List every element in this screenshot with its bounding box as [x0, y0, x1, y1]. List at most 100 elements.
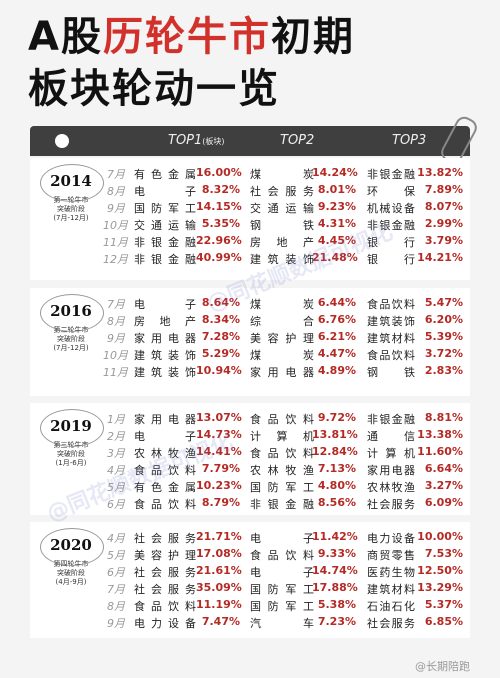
top1-sector: 非银金融: [134, 253, 196, 266]
top3-value: 13.82%: [417, 166, 463, 179]
top1-value: 7.79%: [201, 462, 240, 475]
table-row: 7月 有色金属 16.00% 煤炭 14.24% 非银金融 13.82%: [30, 166, 470, 183]
top2-value: 4.80%: [317, 479, 356, 492]
top2-value: 11.42%: [312, 530, 358, 543]
month-label: 9月: [107, 202, 125, 215]
top3-sector: 机械设备: [367, 202, 415, 215]
header-top1: TOP1(板块): [168, 133, 225, 148]
top3-value: 5.37%: [424, 598, 463, 611]
top2-value: 9.23%: [317, 200, 356, 213]
month-label: 8月: [107, 315, 125, 328]
top2-sector: 煤炭: [250, 168, 314, 181]
top1-sector: 有色金属: [134, 168, 196, 181]
top1-value: 5.29%: [201, 347, 240, 360]
top2-value: 5.38%: [317, 598, 356, 611]
top3-sector: 银行: [367, 236, 415, 249]
top2-value: 4.89%: [317, 364, 356, 377]
top3-value: 13.29%: [417, 581, 463, 594]
top3-value: 11.60%: [417, 445, 463, 458]
top2-value: 7.13%: [317, 462, 356, 475]
table-row: 7月 电子 8.64% 煤炭 6.44% 食品饮料 5.47%: [30, 296, 470, 313]
top2-sector: 建筑装饰: [250, 253, 314, 266]
top3-value: 13.38%: [417, 428, 463, 441]
top2-value: 4.31%: [317, 217, 356, 230]
top3-value: 6.85%: [424, 615, 463, 628]
top3-sector: 计算机: [367, 447, 415, 460]
table-row: 2月 电子 14.73% 计算机 13.81% 通信 13.38%: [30, 428, 470, 445]
top3-value: 7.89%: [424, 183, 463, 196]
top2-sector: 国防军工: [250, 600, 314, 613]
top3-sector: 农林牧渔: [367, 481, 415, 494]
top2-sector: 食品饮料: [250, 413, 314, 426]
top1-value: 21.61%: [196, 564, 242, 577]
title-early: 初期: [270, 14, 355, 60]
table-row: 9月 国防军工 14.15% 交通运输 9.23% 机械设备 8.07%: [30, 200, 470, 217]
top1-value: 21.71%: [196, 530, 242, 543]
top2-value: 6.44%: [317, 296, 356, 309]
top3-sector: 建筑材料: [367, 583, 415, 596]
top3-sector: 家用电器: [367, 464, 415, 477]
table-row: 9月 电力设备 7.47% 汽车 7.23% 社会服务 6.85%: [30, 615, 470, 632]
month-label: 7月: [107, 298, 125, 311]
year-label: 2014 第一轮牛市 突破阶段 (7月-12月): [40, 164, 104, 223]
table-row: 6月 食品饮料 8.79% 非银金融 8.56% 社会服务 6.09%: [30, 496, 470, 513]
top2-sector: 食品饮料: [250, 549, 314, 562]
top1-value: 40.99%: [196, 251, 242, 264]
top1-sector: 家用电器: [134, 332, 196, 345]
top2-value: 4.47%: [317, 347, 356, 360]
month-label: 8月: [107, 600, 125, 613]
top3-value: 12.50%: [417, 564, 463, 577]
year-ring-icon: [40, 164, 104, 202]
year-ring-icon: [40, 294, 104, 332]
top3-sector: 通信: [367, 430, 415, 443]
top3-sector: 建筑材料: [367, 332, 415, 345]
top2-value: 9.72%: [317, 411, 356, 424]
table-row: 3月 农林牧渔 14.41% 食品饮料 12.84% 计算机 11.60%: [30, 445, 470, 462]
table-row: 11月 非银金融 22.96% 房地产 4.45% 银行 3.79%: [30, 234, 470, 251]
top3-value: 10.00%: [417, 530, 463, 543]
month-label: 9月: [107, 332, 125, 345]
top1-value: 5.35%: [201, 217, 240, 230]
top1-value: 13.07%: [196, 411, 242, 424]
month-label: 7月: [107, 168, 125, 181]
top1-value: 22.96%: [196, 234, 242, 247]
top2-value: 6.21%: [317, 330, 356, 343]
top1-value: 14.41%: [196, 445, 242, 458]
top3-sector: 石油石化: [367, 600, 415, 613]
year-label: 2020 第四轮牛市 突破阶段 (4月-9月): [40, 528, 104, 587]
table-row: 5月 美容护理 17.08% 食品饮料 9.33% 商贸零售 7.53%: [30, 547, 470, 564]
top2-sector: 钢铁: [250, 219, 314, 232]
month-label: 10月: [103, 219, 128, 232]
month-label: 4月: [107, 464, 125, 477]
top2-sector: 煤炭: [250, 298, 314, 311]
top2-sector: 非银金融: [250, 498, 314, 511]
top2-sector: 煤炭: [250, 349, 314, 362]
top1-sector: 电子: [134, 298, 196, 311]
top2-value: 8.01%: [317, 183, 356, 196]
top1-value: 16.00%: [196, 166, 242, 179]
section-2014: 2014 第一轮牛市 突破阶段 (7月-12月) 7月 有色金属 16.00% 煤炭 14.24…: [30, 158, 470, 280]
top1-value: 11.19%: [196, 598, 242, 611]
top3-value: 8.07%: [424, 200, 463, 213]
top1-sector: 电子: [134, 185, 196, 198]
table-row: 6月 社会服务 21.61% 电子 14.74% 医药生物 12.50%: [30, 564, 470, 581]
top2-value: 4.45%: [317, 234, 356, 247]
table-row: 1月 家用电器 13.07% 食品饮料 9.72% 非银金融 8.81%: [30, 411, 470, 428]
year-text: 2016: [50, 302, 92, 320]
top2-sector: 交通运输: [250, 202, 314, 215]
top3-value: 2.99%: [424, 217, 463, 230]
top2-sector: 国防军工: [250, 583, 314, 596]
top2-sector: 美容护理: [250, 332, 314, 345]
top1-sector: 建筑装饰: [134, 366, 196, 379]
top3-sector: 食品饮料: [367, 298, 415, 311]
top3-value: 2.83%: [424, 364, 463, 377]
month-label: 10月: [103, 349, 128, 362]
top1-value: 8.79%: [201, 496, 240, 509]
top1-sector: 食品饮料: [134, 498, 196, 511]
table-row: 10月 交通运输 5.35% 钢铁 4.31% 非银金融 2.99%: [30, 217, 470, 234]
month-label: 11月: [103, 366, 128, 379]
top3-value: 3.79%: [424, 234, 463, 247]
top1-sector: 电子: [134, 430, 196, 443]
table-row: 4月 社会服务 21.71% 电子 11.42% 电力设备 10.00%: [30, 530, 470, 547]
table-row: 5月 有色金属 10.23% 国防军工 4.80% 农林牧渔 3.27%: [30, 479, 470, 496]
